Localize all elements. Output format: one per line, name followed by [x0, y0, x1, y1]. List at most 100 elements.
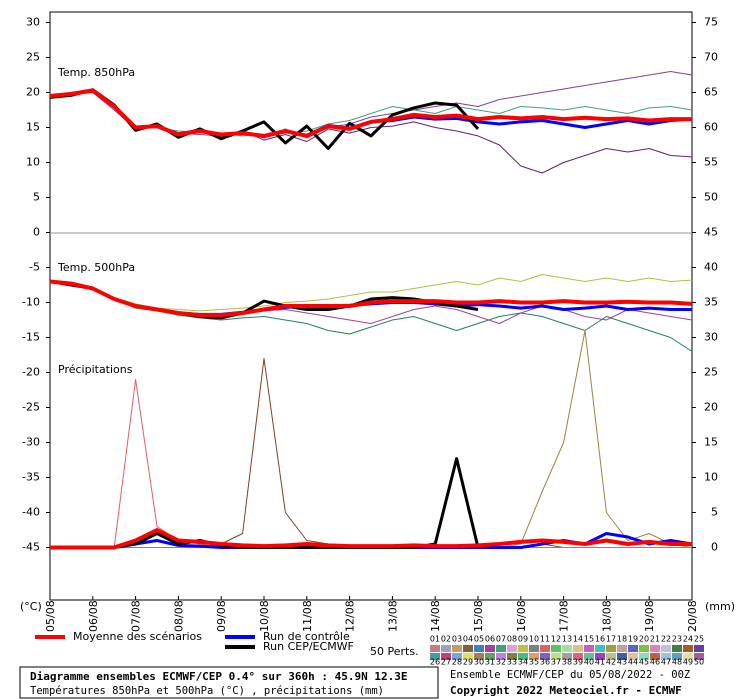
y-tick-label: -15 [22, 331, 40, 344]
pert-swatch [441, 653, 451, 660]
pert-number: 24 [683, 635, 693, 644]
x-tick-label: 06/08 [87, 600, 100, 632]
pert-number: 45 [639, 658, 649, 667]
series-line [50, 528, 692, 550]
pert-number: 10 [529, 635, 539, 644]
pert-number: 04 [463, 635, 473, 644]
y2-tick-label: 5 [711, 506, 718, 519]
pert-number: 35 [529, 658, 539, 667]
y2-tick-label: 55 [704, 156, 718, 169]
pert-number: 02 [441, 635, 451, 644]
pert-number: 13 [562, 635, 572, 644]
pert-number: 49 [683, 658, 693, 667]
pert-number: 28 [452, 658, 462, 667]
pert-swatch [683, 645, 693, 652]
x-tick-label: 09/08 [215, 600, 228, 632]
pert-swatch [595, 645, 605, 652]
y-tick-label: -25 [22, 401, 40, 414]
y2-tick-label: 35 [704, 296, 718, 309]
pert-number: 43 [617, 658, 627, 667]
pert-number: 31 [485, 658, 495, 667]
pert-swatch [551, 645, 561, 652]
subtitle: Températures 850hPa et 500hPa (°C) , pré… [30, 685, 384, 697]
pert-number: 27 [441, 658, 451, 667]
pert-swatch [518, 645, 528, 652]
y-tick-label: -5 [29, 261, 40, 274]
y-tick-label: -35 [22, 471, 40, 484]
pert-number: 37 [551, 658, 561, 667]
pert-swatch [661, 645, 671, 652]
pert-number: 34 [518, 658, 528, 667]
pert-swatch [650, 645, 660, 652]
pert-swatch [474, 653, 484, 660]
panel-label: Temp. 850hPa [57, 66, 135, 79]
pert-number: 08 [507, 635, 517, 644]
y-tick-label: 5 [33, 191, 40, 204]
y-tick-label: 15 [26, 121, 40, 134]
pert-swatch [595, 653, 605, 660]
y2-tick-label: 30 [704, 331, 718, 344]
y2-tick-label: 0 [711, 541, 718, 554]
pert-swatch [661, 653, 671, 660]
pert-swatch [672, 645, 682, 652]
pert-number: 15 [584, 635, 594, 644]
pert-number: 47 [661, 658, 671, 667]
pert-swatch [639, 653, 649, 660]
pert-number: 36 [540, 658, 550, 667]
pert-number: 14 [573, 635, 583, 644]
pert-number: 18 [617, 635, 627, 644]
pert-number: 21 [650, 635, 660, 644]
y-tick-label: -40 [22, 506, 40, 519]
pert-number: 40 [584, 658, 594, 667]
pert-number: 39 [573, 658, 583, 667]
pert-number: 33 [507, 658, 517, 667]
x-tick-label: 08/08 [172, 600, 185, 632]
x-tick-label: 10/08 [258, 600, 271, 632]
pert-number: 09 [518, 635, 528, 644]
pert-swatch [617, 653, 627, 660]
y-tick-label: -30 [22, 436, 40, 449]
pert-swatch [474, 645, 484, 652]
pert-swatch [617, 645, 627, 652]
pert-number: 48 [672, 658, 682, 667]
pert-number: 42 [606, 658, 616, 667]
pert-swatch [485, 645, 495, 652]
pert-swatch [529, 645, 539, 652]
pert-number: 23 [672, 635, 682, 644]
x-tick-label: 12/08 [344, 600, 357, 632]
series-line [49, 88, 692, 138]
pert-swatch [694, 653, 704, 660]
y2-tick-label: 45 [704, 226, 718, 239]
pert-swatch [639, 645, 649, 652]
x-tick-label: 11/08 [301, 600, 314, 632]
panel-label: Précipitations [58, 363, 133, 376]
pert-number: 07 [496, 635, 506, 644]
y-axis-label: (°C) [20, 600, 42, 613]
y2-tick-label: 25 [704, 366, 718, 379]
y2-tick-label: 75 [704, 16, 718, 29]
pert-swatch [672, 653, 682, 660]
y-tick-label: -45 [22, 541, 40, 554]
pert-swatch [518, 653, 528, 660]
pert-number: 12 [551, 635, 561, 644]
pert-number: 50 [694, 658, 704, 667]
run-info: Ensemble ECMWF/CEP du 05/08/2022 - 00Z [450, 669, 690, 681]
info-box [19, 666, 439, 699]
pert-number: 44 [628, 658, 638, 667]
y2-tick-label: 10 [704, 471, 718, 484]
y2-tick-label: 15 [704, 436, 718, 449]
pert-swatch [650, 653, 660, 660]
pert-swatch [694, 645, 704, 652]
y2-tick-label: 20 [704, 401, 718, 414]
pert-swatch [452, 645, 462, 652]
pert-number: 20 [639, 635, 649, 644]
title: Diagramme ensembles ECMWF/CEP 0.4° sur 3… [30, 670, 408, 683]
x-tick-label: 13/08 [386, 600, 399, 632]
pert-number: 25 [694, 635, 704, 644]
pert-number: 30 [474, 658, 484, 667]
y2-tick-label: 40 [704, 261, 718, 274]
pert-swatch [463, 653, 473, 660]
series-line [49, 279, 693, 318]
x-tick-label: 18/08 [600, 600, 613, 632]
pert-number: 38 [562, 658, 572, 667]
